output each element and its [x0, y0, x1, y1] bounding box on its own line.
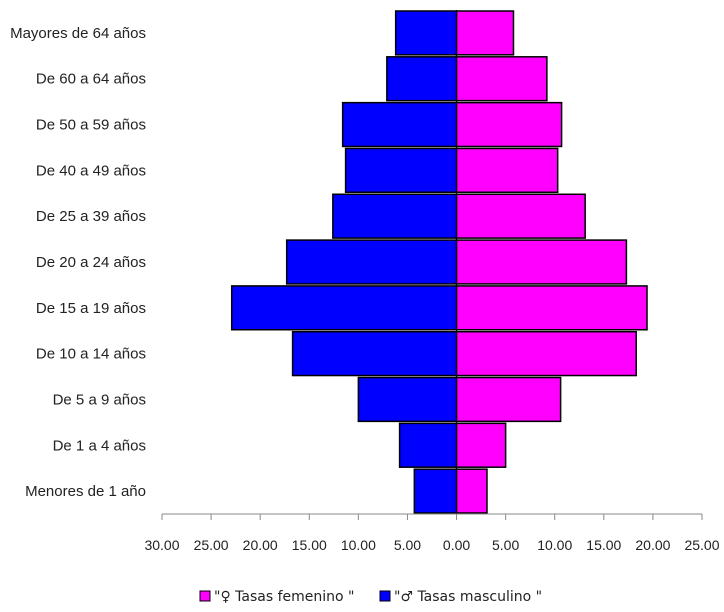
bar-femenino: [455, 285, 648, 331]
bar-masculino: [357, 376, 458, 423]
x-tick-label: 10.00: [537, 537, 572, 553]
bar-masculino: [394, 10, 458, 56]
x-tick-label: 0.00: [443, 537, 470, 553]
category-label: De 10 a 14 años: [36, 346, 146, 363]
category-label: De 5 a 9 años: [53, 391, 146, 408]
bar-masculino: [344, 147, 458, 194]
legend: "♀ Tasas femenino " "♂ Tasas masculino ": [199, 589, 542, 605]
category-label: De 60 a 64 años: [36, 71, 146, 88]
category-label: De 25 a 39 años: [36, 208, 146, 225]
bar-masculino: [230, 285, 458, 331]
x-tick-label: 15.00: [586, 537, 621, 553]
bar-femenino: [455, 193, 586, 239]
x-tick-label: 25.00: [194, 537, 229, 553]
bar-masculino: [332, 193, 458, 239]
bar-masculino: [291, 330, 458, 377]
bar-masculino: [413, 468, 458, 514]
legend-swatch: [379, 590, 391, 602]
legend-label: "♀ Tasas femenino ": [214, 589, 354, 605]
x-tick-label: 30.00: [144, 537, 179, 553]
category-label: De 15 a 19 años: [36, 300, 146, 317]
bar-femenino: [455, 239, 628, 285]
bar-femenino: [455, 468, 488, 514]
x-tick-label: 5.00: [394, 537, 421, 553]
bar-masculino: [285, 239, 458, 285]
x-axis: 30.00 25.00 20.00 15.00 10.00 5.00 0.00 5.00 10.…: [144, 513, 720, 553]
category-label: Mayores de 64 años: [10, 25, 146, 42]
bar-femenino: [455, 101, 563, 148]
category-label: De 40 a 49 años: [36, 162, 146, 179]
bar-femenino: [455, 376, 562, 423]
bar-femenino: [455, 56, 548, 102]
category-label: De 50 a 59 años: [36, 117, 146, 134]
x-tick-label: 5.00: [492, 537, 519, 553]
x-tick-label: 20.00: [243, 537, 278, 553]
x-tick-label: 10.00: [341, 537, 376, 553]
x-tick-label: 15.00: [292, 537, 327, 553]
x-tick-label: 20.00: [635, 537, 670, 553]
bar-femenino: [455, 147, 559, 194]
category-label: De 1 a 4 años: [53, 437, 146, 454]
bar-femenino: [455, 422, 507, 468]
category-label: Menores de 1 año: [25, 483, 146, 500]
x-tick-label: 25.00: [684, 537, 719, 553]
legend-label: "♂ Tasas masculino ": [394, 589, 542, 605]
bars-group: [230, 10, 648, 514]
bar-femenino: [455, 10, 515, 56]
category-label: De 20 a 24 años: [36, 254, 146, 271]
bar-masculino: [341, 101, 458, 148]
bar-masculino: [398, 422, 458, 468]
bar-femenino: [455, 330, 637, 377]
legend-swatch: [199, 590, 211, 602]
category-labels: Menores de 1 año De 1 a 4 años De 5 a 9 añ…: [10, 25, 146, 500]
bar-masculino: [386, 56, 458, 102]
